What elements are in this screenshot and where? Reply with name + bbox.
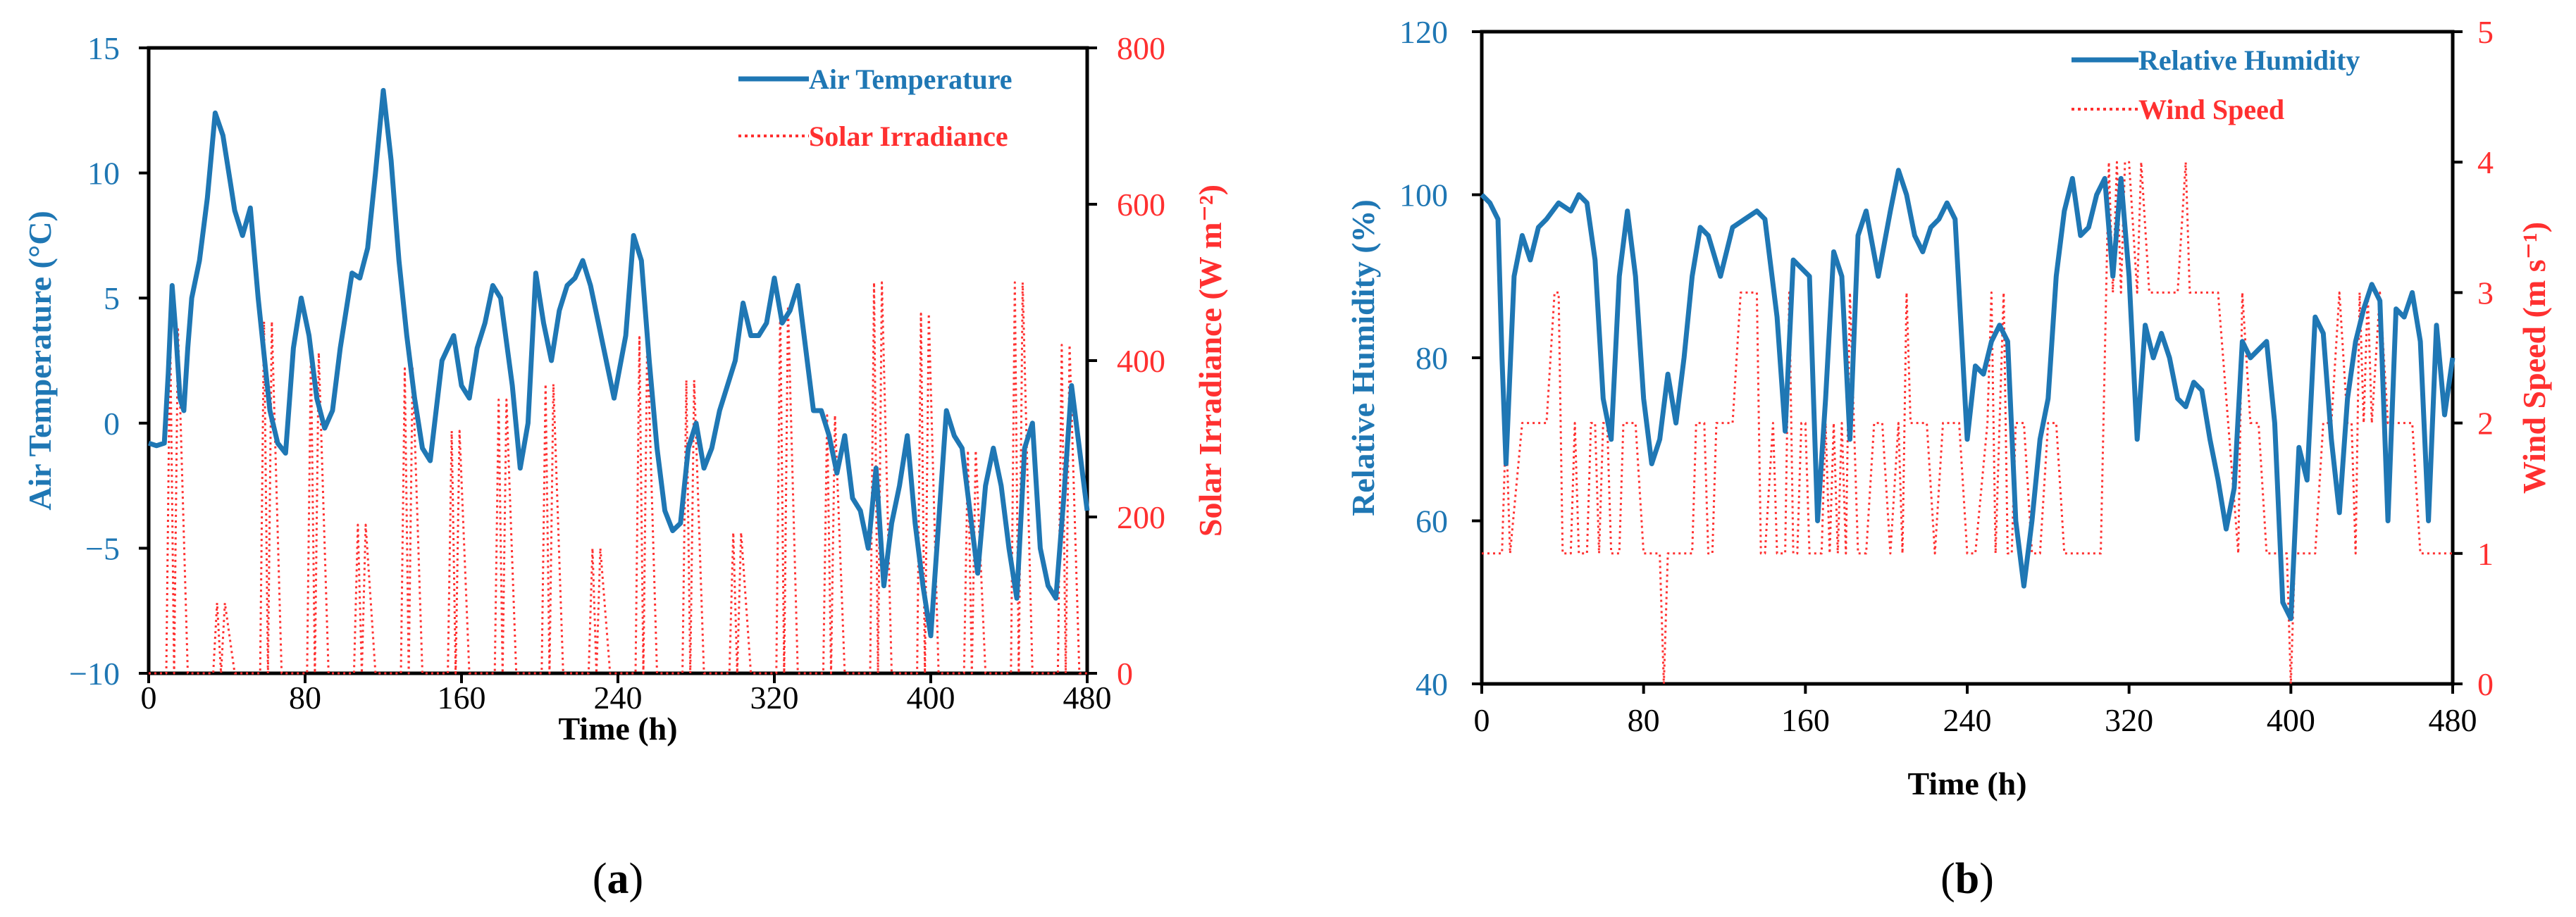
panel-b-y-right-ticks: 5 4 3 2 1 0 [2453, 14, 2494, 702]
legend-label-air-temperature: Air Temperature [809, 63, 1013, 95]
panel-b-label-letter: b [1955, 855, 1979, 903]
legend-label-wind-speed: Wind Speed [2138, 94, 2284, 125]
legend-label-relative-humidity: Relative Humidity [2138, 44, 2360, 76]
x-tick-label: 480 [2429, 702, 2477, 738]
y-left-tick-label: 60 [1416, 504, 1448, 539]
panel-b-series [1480, 161, 2456, 685]
panel-b-plot-frame [1480, 30, 2455, 686]
x-tick-label: 80 [1628, 702, 1660, 738]
panel-a-left-axis-title: Air Temperature (°C) [22, 211, 58, 511]
panel-a-series [147, 87, 1090, 675]
panel-b-x-ticks: 0 80 160 240 320 400 480 [1474, 684, 2477, 738]
y-right-tick-label: 4 [2477, 144, 2494, 180]
x-tick-label: 320 [2105, 702, 2153, 738]
panel-b-y-left-ticks: 120 100 80 60 40 [1399, 14, 1482, 702]
y-left-tick-label: 10 [87, 156, 120, 192]
x-tick-label: 240 [1943, 702, 1992, 738]
y-right-tick-label: 0 [1117, 656, 1133, 692]
panel-b-label: (b) [1940, 855, 1994, 903]
x-tick-label: 400 [907, 680, 955, 716]
y-left-tick-label: 15 [87, 30, 120, 66]
y-left-tick-label: 0 [104, 406, 120, 442]
solar-irradiance-line [149, 281, 1087, 675]
panel-a: 0 80 160 240 320 400 480 15 10 5 0 −5 −10 800 600 400… [22, 30, 1228, 903]
y-left-tick-label: 40 [1416, 666, 1448, 702]
y-right-tick-label: 1 [2477, 536, 2494, 572]
panel-a-right-axis-title: Solar Irradiance (W m⁻²) [1192, 185, 1228, 537]
y-right-tick-label: 800 [1117, 30, 1165, 66]
y-right-tick-label: 5 [2477, 14, 2494, 50]
panel-b-x-axis-title: Time (h) [1907, 766, 2026, 801]
y-left-tick-label: 120 [1399, 14, 1448, 50]
relative-humidity-line [1480, 168, 2456, 621]
x-tick-label: 480 [1063, 680, 1112, 716]
panel-a-label-letter: a [607, 855, 629, 903]
legend-label-solar-irradiance: Solar Irradiance [809, 120, 1008, 152]
panel-a-label: (a) [593, 855, 643, 903]
y-left-tick-label: 100 [1399, 177, 1448, 213]
x-tick-label: 80 [289, 680, 321, 716]
panel-a-y-right-ticks: 800 600 400 200 0 [1087, 30, 1165, 692]
panel-b-legend: Relative Humidity Wind Speed [2072, 44, 2360, 125]
y-left-tick-label: −10 [69, 656, 120, 692]
panel-a-legend: Air Temperature Solar Irradiance [738, 63, 1013, 152]
y-right-tick-label: 600 [1117, 187, 1165, 223]
y-right-tick-label: 200 [1117, 499, 1165, 535]
x-tick-label: 0 [141, 680, 157, 716]
y-left-tick-label: 80 [1416, 340, 1448, 376]
air-temperature-line [147, 87, 1090, 639]
wind-speed-line [1482, 161, 2453, 685]
panel-a-y-left-ticks: 15 10 5 0 −5 −10 [69, 30, 149, 692]
y-right-tick-label: 0 [2477, 666, 2494, 702]
x-tick-label: 240 [594, 680, 643, 716]
panel-b-left-axis-title: Relative Humidity (%) [1345, 199, 1381, 516]
x-tick-label: 400 [2267, 702, 2315, 738]
x-tick-label: 320 [750, 680, 799, 716]
y-right-tick-label: 400 [1117, 343, 1165, 379]
y-right-tick-label: 3 [2477, 275, 2494, 311]
panel-a-x-ticks: 0 80 160 240 320 400 480 [141, 673, 1112, 716]
y-left-tick-label: 5 [104, 280, 120, 316]
panel-a-x-axis-title: Time (h) [558, 711, 677, 747]
x-tick-label: 0 [1474, 702, 1490, 738]
y-right-tick-label: 2 [2477, 406, 2494, 442]
x-tick-label: 160 [1781, 702, 1830, 738]
x-tick-label: 160 [438, 680, 486, 716]
panel-b: 0 80 160 240 320 400 480 120 100 80 60 40 5 4 3 2 1 0 R… [1345, 14, 2552, 903]
y-left-tick-label: −5 [85, 530, 120, 566]
panel-b-right-axis-title: Wind Speed (m s⁻¹) [2516, 222, 2552, 494]
